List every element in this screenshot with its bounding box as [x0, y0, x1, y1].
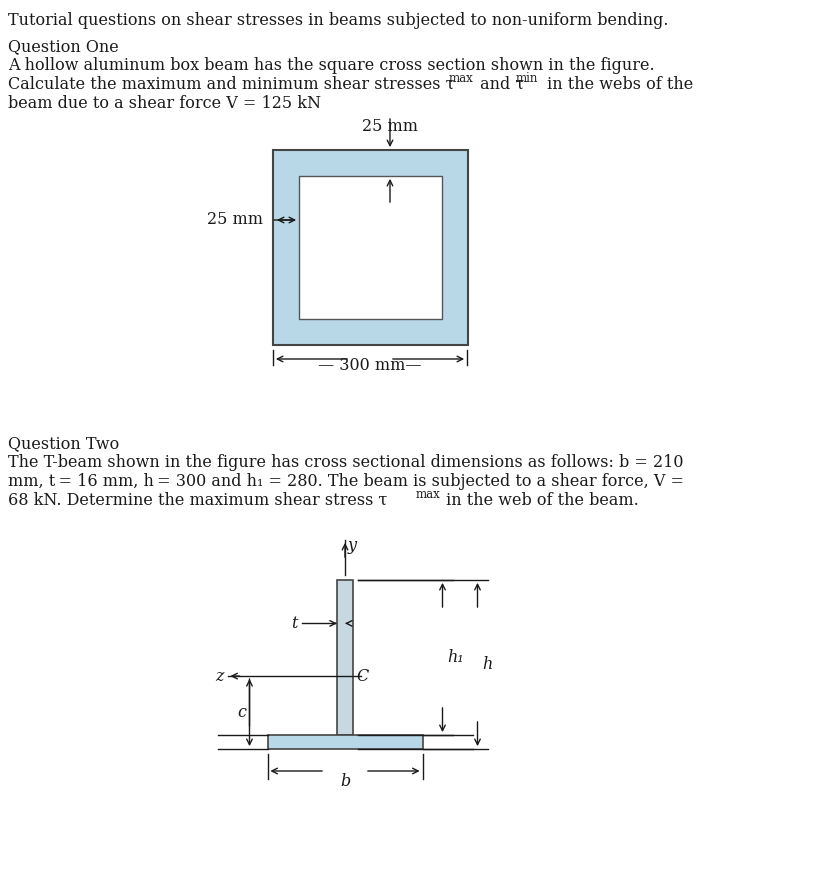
Text: max: max: [449, 72, 474, 85]
Text: 68 kN. Determine the maximum shear stress τ: 68 kN. Determine the maximum shear stres…: [8, 492, 388, 509]
Text: 25 mm: 25 mm: [362, 118, 418, 135]
Text: b: b: [339, 773, 350, 790]
Text: Calculate the maximum and minimum shear stresses τ: Calculate the maximum and minimum shear …: [8, 76, 455, 93]
Bar: [273, 150, 468, 345]
Text: mm, t = 16 mm, h = 300 and h₁ = 280. The beam is subjected to a shear force, V =: mm, t = 16 mm, h = 300 and h₁ = 280. The…: [8, 473, 684, 490]
Text: — 300 mm—: — 300 mm—: [318, 357, 422, 374]
Text: h: h: [483, 656, 492, 673]
Text: Question One: Question One: [8, 38, 119, 55]
Text: The T-beam shown in the figure has cross sectional dimensions as follows: b = 21: The T-beam shown in the figure has cross…: [8, 454, 684, 471]
Text: max: max: [416, 488, 441, 501]
Bar: [299, 176, 442, 319]
Text: min: min: [516, 72, 538, 85]
Text: c: c: [237, 704, 246, 721]
Text: A hollow aluminum box beam has the square cross section shown in the figure.: A hollow aluminum box beam has the squar…: [8, 57, 654, 74]
Bar: [337, 580, 353, 735]
Text: 25 mm: 25 mm: [207, 212, 263, 229]
Text: C: C: [356, 668, 368, 685]
Text: in the webs of the: in the webs of the: [542, 76, 693, 93]
Text: Tutorial questions on shear stresses in beams subjected to non-uniform bending.: Tutorial questions on shear stresses in …: [8, 12, 668, 29]
Text: beam due to a shear force V = 125 kN: beam due to a shear force V = 125 kN: [8, 95, 321, 112]
Text: Question Two: Question Two: [8, 435, 119, 452]
Text: t: t: [290, 615, 297, 632]
Text: h₁: h₁: [447, 649, 464, 666]
Text: y: y: [348, 537, 357, 554]
Bar: [267, 735, 423, 749]
Text: and τ: and τ: [475, 76, 524, 93]
Text: in the web of the beam.: in the web of the beam.: [441, 492, 639, 509]
Text: z: z: [215, 668, 223, 685]
